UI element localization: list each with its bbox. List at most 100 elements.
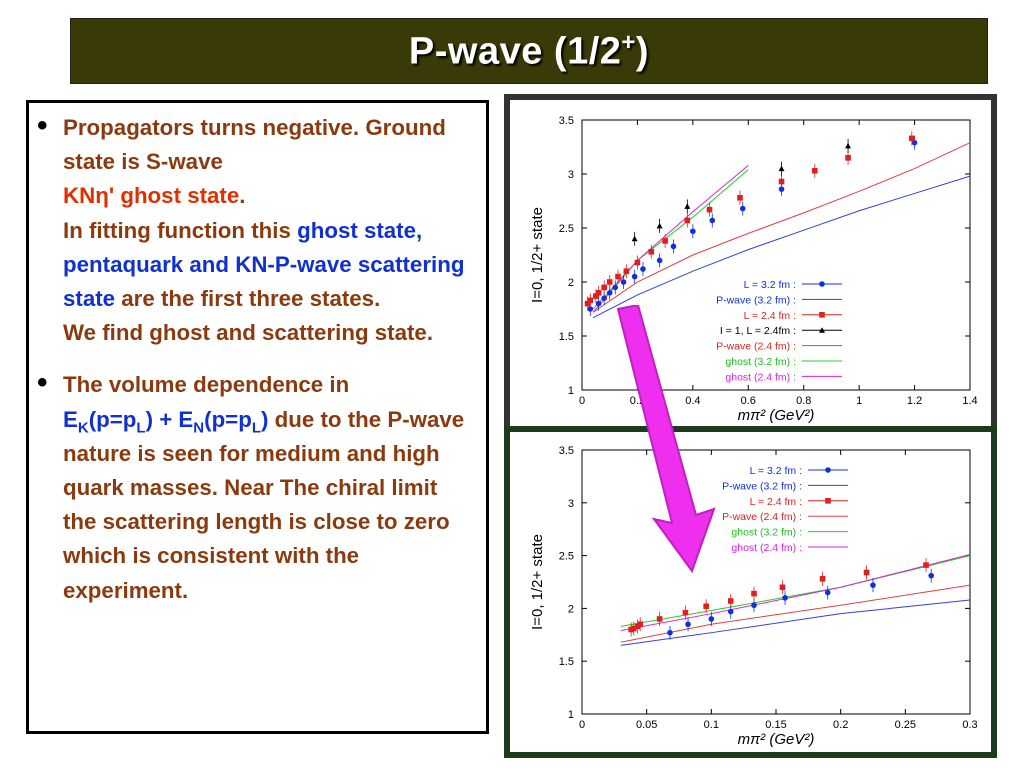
bullet-text: In fitting function this xyxy=(63,217,291,243)
y-tick-label: 2 xyxy=(568,277,574,289)
square-point xyxy=(615,273,621,280)
legend-label: L = 2.4 fm : xyxy=(744,310,796,322)
square-point xyxy=(593,293,599,299)
legend-label: L = 3.2 fm : xyxy=(744,279,796,291)
x-tick-label: 0.15 xyxy=(765,719,786,731)
legend: L = 3.2 fm : P-wave (3.2 fm) : L = 2.4 fm … xyxy=(722,465,848,554)
formula-sub: K xyxy=(77,419,89,437)
bullet-text: The volume dependence in xyxy=(63,372,350,398)
y-tick-label: 3.5 xyxy=(559,445,574,457)
square-point xyxy=(682,609,689,616)
circle-point xyxy=(667,629,673,636)
square-point xyxy=(819,312,825,318)
legend-label: ghost (3.2 fm) : xyxy=(725,356,796,368)
data-series xyxy=(587,135,918,316)
square-point xyxy=(637,621,643,628)
x-tick-label: 0.25 xyxy=(895,719,916,731)
chart-top-panel: 0 0.2 0.4 0.6 0.8 1 1.2 1.4 1 1.5 2 2.5 3 3.5 I=0, 1/2… xyxy=(504,94,997,434)
x-tick-label: 1 xyxy=(856,395,862,407)
square-point xyxy=(779,584,786,591)
bullet-text: We find ghost and scattering state. xyxy=(63,320,434,346)
x-tick-label: 0.4 xyxy=(685,395,700,407)
bullet-text: are the first three states. xyxy=(121,286,381,312)
y-tick-label: 3 xyxy=(568,169,574,181)
legend: L = 3.2 fm : P-wave (3.2 fm) : L = 2.4 fm … xyxy=(716,279,842,383)
x-tick-label: 0.1 xyxy=(704,719,719,731)
y-tick-label: 3.5 xyxy=(559,115,574,127)
circle-point xyxy=(656,257,663,264)
square-point xyxy=(606,279,613,285)
title-close: ) xyxy=(635,30,650,73)
y-axis-label: I=0, 1/2+ state xyxy=(529,207,546,303)
square-point xyxy=(819,576,826,582)
plot-area xyxy=(584,131,971,319)
circle-point xyxy=(911,139,918,146)
fit-line xyxy=(592,175,971,319)
square-point xyxy=(778,178,785,185)
formula-part: (p=p xyxy=(204,406,252,432)
bullet-1: • Propagators turns negative. Ground sta… xyxy=(37,110,476,350)
formula-part: ) + E xyxy=(145,406,194,432)
plot-area xyxy=(620,554,971,646)
square-point xyxy=(825,498,831,504)
bullet-dot: • xyxy=(37,366,48,400)
circle-point xyxy=(824,589,831,596)
fit-line xyxy=(592,164,749,313)
circle-point xyxy=(928,572,934,579)
slide-title: P-wave (1/2+) xyxy=(409,29,649,74)
square-point xyxy=(727,598,734,604)
chart-top: 0 0.2 0.4 0.6 0.8 1 1.2 1.411.522.533.5I=0, 1/2… xyxy=(529,115,978,424)
triangle-point xyxy=(778,165,785,172)
circle-point xyxy=(690,228,696,235)
square-point xyxy=(656,616,663,622)
y-tick-label: 1 xyxy=(568,385,574,397)
formula-sub: L xyxy=(251,419,261,437)
data-series xyxy=(584,131,915,311)
circle-point xyxy=(819,281,825,287)
legend-label: P-wave (2.4 fm) : xyxy=(722,511,802,523)
formula-part: E xyxy=(63,406,78,432)
circle-point xyxy=(751,602,757,609)
circle-point xyxy=(601,295,607,301)
square-point xyxy=(703,603,709,610)
legend-label: P-wave (3.2 fm) : xyxy=(722,480,802,492)
circle-point xyxy=(606,290,613,296)
ghost-state-text: KNη' ghost state xyxy=(63,183,240,209)
bullet-text: due to the P-wave nature is seen for med… xyxy=(63,406,465,603)
square-point xyxy=(630,625,637,632)
chart-bottom-panel: 0 0.05 0.1 0.15 0.2 0.25 0.3 1 1.5 2 2.5 3 3.5 I=0, 1… xyxy=(504,426,997,758)
x-tick-label: 0.05 xyxy=(636,719,657,731)
x-tick-label: 0.2 xyxy=(833,719,848,731)
energy-formula: EK(p=pL) + EN(p=pL) xyxy=(63,406,268,435)
square-point xyxy=(751,590,757,597)
square-point xyxy=(909,135,915,142)
bullet-body: The volume dependence in EK(p=pL) + EN(p… xyxy=(63,368,476,607)
formula-part: (p=p xyxy=(88,406,137,432)
circle-point xyxy=(587,306,594,312)
formula-sub: L xyxy=(136,419,146,437)
fit-line xyxy=(620,584,971,643)
square-point xyxy=(684,217,691,224)
text-panel: • Propagators turns negative. Ground sta… xyxy=(26,100,489,734)
square-point xyxy=(648,248,655,255)
circle-point xyxy=(640,266,646,272)
states-text: ghost state, pentaquark and KN-P-wave sc… xyxy=(63,217,465,312)
square-point xyxy=(923,562,929,568)
y-axis-label: I=0, 1/2+ state xyxy=(529,534,546,630)
y-tick-label: 2.5 xyxy=(559,223,574,235)
square-point xyxy=(634,259,641,266)
circle-point xyxy=(620,279,627,285)
circle-point xyxy=(778,186,785,192)
circle-point xyxy=(870,582,876,588)
x-tick-label: 1.4 xyxy=(962,395,977,407)
x-tick-label: 0.6 xyxy=(741,395,756,407)
triangle-point xyxy=(845,142,852,149)
x-axis-label: mπ² (GeV²) xyxy=(738,731,815,748)
circle-point xyxy=(727,608,734,615)
square-point xyxy=(623,268,630,274)
y-tick-label: 2 xyxy=(568,603,574,615)
legend-label: L = 3.2 fm : xyxy=(750,465,802,477)
x-tick-label: 0 xyxy=(579,395,585,407)
legend-label: P-wave (2.4 fm) : xyxy=(716,341,796,353)
circle-point xyxy=(631,273,638,280)
